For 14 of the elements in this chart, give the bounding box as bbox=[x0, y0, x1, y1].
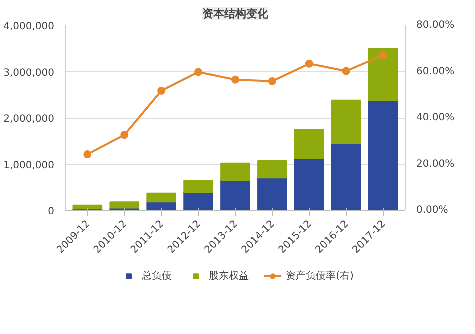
legend-label: 总负债 bbox=[142, 270, 172, 283]
y-tick-label: 1,000,000 bbox=[4, 160, 55, 172]
y2-tick-label: 20.00% bbox=[416, 158, 455, 170]
y-tick-label: 4,000,000 bbox=[4, 22, 55, 32]
y-tick-label: 2,000,000 bbox=[4, 114, 55, 125]
y-tick-label: 0 bbox=[48, 206, 55, 218]
chart-title: 资本结构变化 bbox=[202, 8, 270, 20]
y2-tick-label: 40.00% bbox=[416, 112, 455, 124]
y2-tick-label: 60.00% bbox=[416, 66, 455, 78]
legend-label: 股东权益 bbox=[209, 270, 250, 283]
legend-label: 资产负债率(右) bbox=[286, 270, 354, 283]
y2-tick-label: 0.00% bbox=[416, 205, 448, 216]
y2-tick-label: 80.00% bbox=[416, 20, 455, 31]
y-tick-label: 3,000,000 bbox=[4, 68, 55, 79]
